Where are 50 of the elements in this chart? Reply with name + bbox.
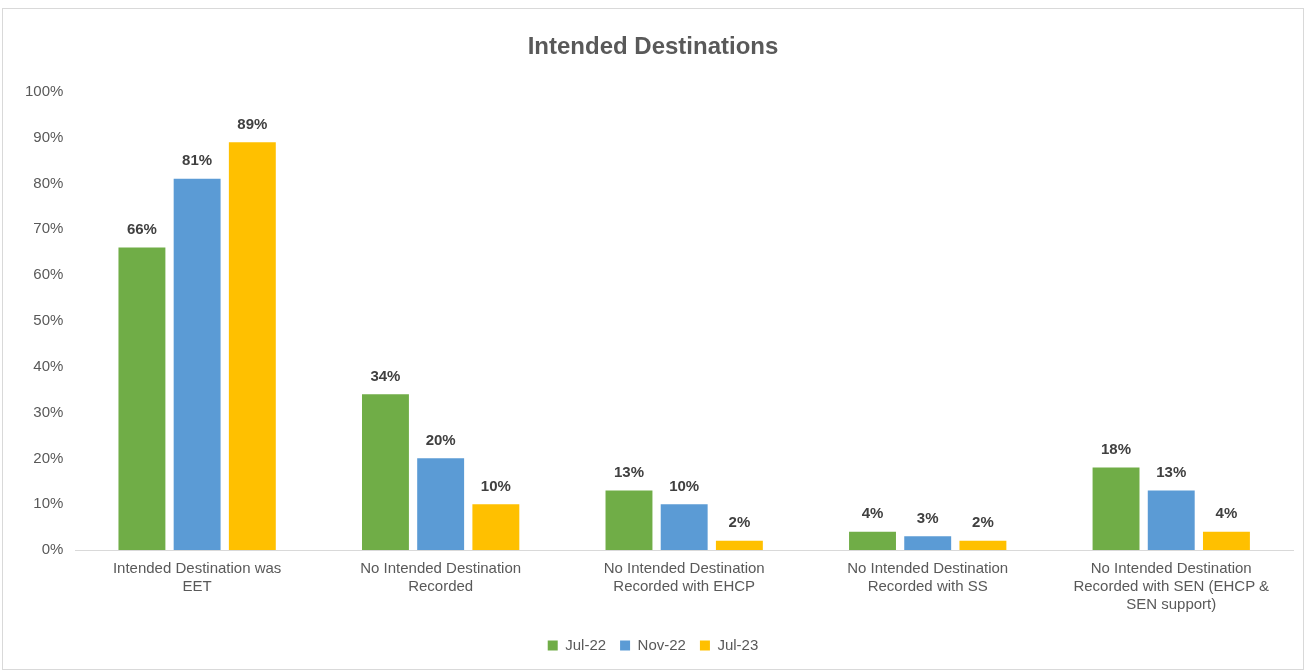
bar (417, 458, 465, 550)
x-tick-label: Intended Destination was EET (112, 559, 282, 595)
x-tick-label: No Intended Destination Recorded (360, 559, 522, 595)
bar (904, 536, 952, 550)
data-label: 10% (669, 476, 700, 494)
bar (173, 178, 221, 550)
y-tick-label: 20% (33, 448, 64, 466)
data-label: 3% (916, 508, 939, 526)
y-tick-label: 90% (33, 127, 64, 145)
bar (959, 540, 1007, 550)
y-tick-label: 10% (33, 494, 64, 512)
bar (660, 504, 708, 550)
data-label: 66% (126, 220, 157, 238)
x-tick-label: No Intended Destination Recorded with SS (847, 559, 1009, 595)
y-tick-label: 70% (33, 219, 64, 237)
y-tick-label: 40% (33, 356, 64, 374)
bar (118, 247, 166, 550)
x-tick-label: No Intended Destination Recorded with SEN (EHCP & SEN support) (1073, 559, 1270, 613)
bar (1092, 467, 1140, 550)
data-label: 4% (1215, 504, 1238, 522)
data-label: 18% (1101, 440, 1132, 458)
y-tick-label: 100% (24, 81, 64, 99)
data-label: 34% (370, 366, 401, 384)
y-tick-label: 50% (33, 311, 64, 329)
legend-label: Jul-22 (565, 635, 607, 653)
bar (472, 504, 520, 550)
bar (1202, 531, 1250, 550)
y-tick-label: 0% (41, 540, 64, 558)
legend-label: Nov-22 (637, 635, 686, 653)
bar (849, 531, 896, 550)
legend-label: Jul-23 (717, 635, 759, 653)
bar (715, 540, 763, 550)
data-label: 4% (861, 504, 884, 522)
data-label: 10% (480, 476, 511, 494)
bar (1147, 490, 1195, 550)
y-tick-label: 80% (33, 173, 64, 191)
y-tick-label: 30% (33, 402, 64, 420)
data-label: 89% (237, 114, 268, 132)
data-label: 2% (728, 513, 751, 531)
chart-title: Intended Destinations (527, 32, 779, 60)
bar (605, 490, 653, 550)
bar (362, 394, 409, 550)
data-label: 2% (972, 513, 994, 531)
bar (228, 142, 276, 550)
data-label: 20% (425, 431, 456, 448)
x-tick-label: No Intended Destination Recorded with EHCP (603, 559, 765, 595)
y-tick-label: 60% (33, 265, 64, 283)
data-label: 81% (182, 151, 213, 169)
data-label: 13% (613, 463, 644, 481)
data-label: 13% (1156, 463, 1187, 481)
